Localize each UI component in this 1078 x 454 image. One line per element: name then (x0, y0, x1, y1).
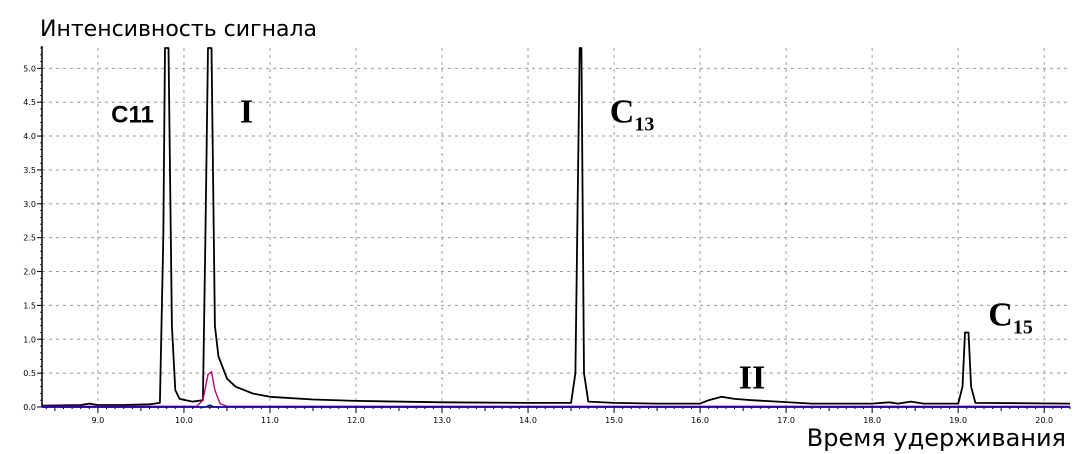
y-tick-label: 4.5 (23, 98, 36, 107)
series-layer (41, 47, 1071, 408)
y-axis-label: Интенсивность сигнала (40, 17, 317, 42)
x-tick-label: 11.0 (261, 416, 279, 425)
x-tick-label: 17.0 (777, 416, 795, 425)
series-line-2 (42, 371, 1070, 407)
x-tick-label: 16.0 (691, 416, 709, 425)
y-tick-label: 2.0 (23, 268, 36, 277)
y-tick-label: 1.5 (23, 301, 36, 310)
y-tick-label: 0.0 (23, 403, 36, 412)
y-tick-label: 1.0 (23, 335, 36, 344)
x-tick-label: 10.0 (175, 416, 193, 425)
x-tick-label: 19.0 (949, 416, 967, 425)
x-tick-label: 9.0 (92, 416, 105, 425)
series-line-1 (41, 47, 1071, 407)
y-tick-label: 5.0 (23, 64, 36, 73)
y-tick-label: 4.0 (23, 132, 36, 141)
y-tick-label: 3.0 (23, 200, 36, 209)
x-axis-label: Время удерживания (807, 424, 1066, 452)
peak-label: II (739, 360, 765, 397)
x-tick-label: 13.0 (433, 416, 451, 425)
peak-label: I (240, 94, 253, 131)
peak-label: C11 (111, 102, 154, 129)
x-tick-label: 15.0 (605, 416, 623, 425)
y-tick-label: 2.5 (23, 234, 36, 243)
series-line-3 (42, 404, 1070, 408)
grid-lines (42, 48, 1070, 407)
x-tick-label: 14.0 (519, 416, 537, 425)
x-tick-label: 20.0 (1035, 416, 1053, 425)
y-tick-label: 3.5 (23, 166, 36, 175)
y-tick-label: 0.5 (23, 369, 36, 378)
x-tick-label: 12.0 (347, 416, 365, 425)
x-tick-label: 18.0 (863, 416, 881, 425)
